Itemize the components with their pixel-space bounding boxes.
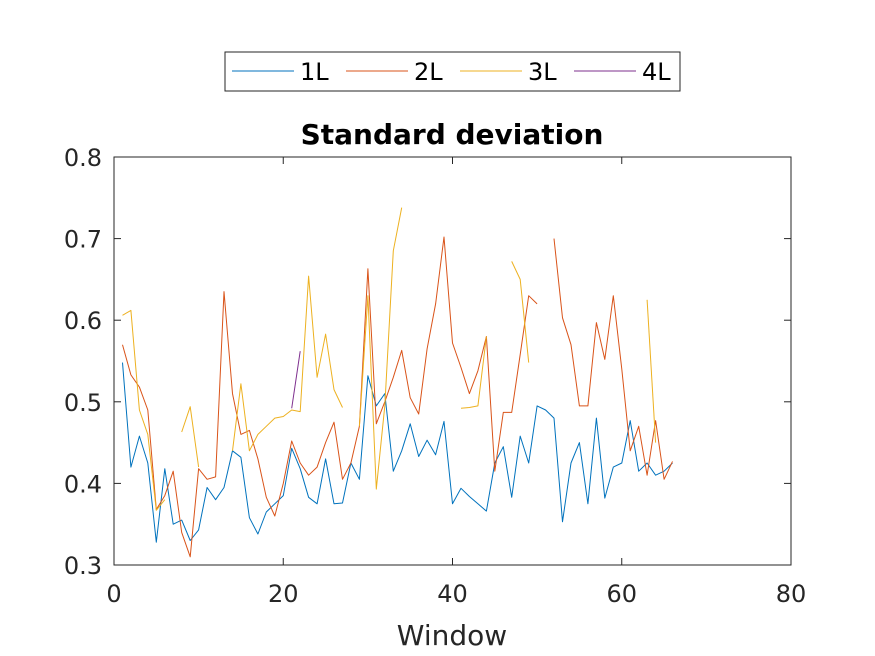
legend-label-1l: 1L	[300, 58, 329, 86]
legend: 1L 2L 3L 4L	[224, 51, 681, 92]
y-tick-label-0.4: 0.4	[64, 470, 102, 498]
x-tick-label-20: 20	[268, 580, 299, 608]
legend-label-2l: 2L	[414, 58, 443, 86]
series-line-4l-segment-0	[291, 351, 301, 409]
ticks-layer: 0 20 40 60 80 0.3 0.4 0.5 0.6 0.7 0.8	[64, 144, 806, 608]
x-tick-label-60: 60	[606, 580, 637, 608]
y-tick-label-0.5: 0.5	[64, 389, 102, 417]
series-line-2l-segment-1	[553, 238, 673, 480]
y-tick-label-0.7: 0.7	[64, 226, 102, 254]
series-line-3l-segment-5	[511, 261, 530, 363]
series-line-3l-segment-2	[232, 275, 343, 452]
chart-title: Standard deviation	[301, 118, 604, 151]
series-layer	[122, 207, 673, 558]
series-line-3l-segment-4	[460, 336, 487, 409]
x-tick-label-0: 0	[106, 580, 121, 608]
series-line-1l-segment-0	[122, 362, 673, 543]
x-tick-label-80: 80	[776, 580, 807, 608]
legend-label-4l: 4L	[642, 58, 671, 86]
plot-area	[113, 156, 792, 566]
x-axis-title: Window	[397, 619, 507, 652]
series-line-3l-segment-3	[358, 207, 403, 490]
series-line-2l-segment-0	[122, 236, 538, 558]
y-tick-label-0.8: 0.8	[64, 144, 102, 172]
x-tick-label-40: 40	[437, 580, 468, 608]
y-tick-label-0.6: 0.6	[64, 307, 102, 335]
series-line-3l-segment-6	[646, 299, 657, 443]
legend-label-3l: 3L	[528, 58, 557, 86]
series-line-3l-segment-0	[122, 309, 166, 511]
series-line-3l-segment-1	[181, 406, 200, 468]
y-tick-label-0.3: 0.3	[64, 552, 102, 580]
